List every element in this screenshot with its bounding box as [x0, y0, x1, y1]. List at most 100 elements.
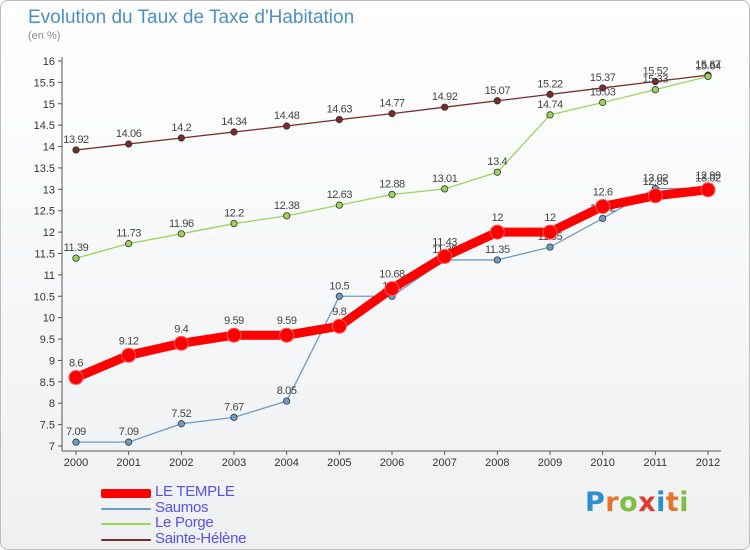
data-label: 14.92 — [432, 91, 458, 103]
data-label: 11.39 — [64, 242, 89, 254]
data-label: 14.48 — [274, 110, 300, 122]
data-point — [651, 86, 659, 94]
data-point — [388, 110, 396, 118]
data-label: 7.09 — [119, 426, 139, 438]
data-point — [230, 219, 238, 228]
logo-letter: i — [679, 487, 690, 518]
data-label: 15.03 — [590, 86, 616, 98]
data-point — [177, 230, 185, 238]
data-point — [72, 254, 80, 262]
data-label: 14.06 — [116, 128, 142, 140]
data-point — [599, 98, 607, 107]
logo-letter: t — [665, 487, 680, 518]
data-point — [388, 190, 396, 199]
y-tick-label: 9 — [49, 355, 55, 367]
data-label: 12.2 — [224, 208, 244, 220]
y-tick-label: 7 — [49, 441, 55, 453]
data-point — [283, 212, 291, 220]
data-point — [493, 97, 501, 105]
data-label: 12.88 — [379, 178, 405, 190]
y-tick-label: 12 — [43, 227, 55, 239]
x-tick-label: 2006 — [380, 457, 404, 469]
data-point — [599, 84, 607, 92]
logo-letter: o — [619, 487, 639, 518]
data-point — [493, 256, 501, 264]
unit-label: (en %) — [28, 30, 61, 42]
logo-letter: r — [605, 487, 620, 518]
data-point — [700, 182, 716, 198]
legend-swatch — [101, 539, 151, 541]
data-label: 9.12 — [119, 335, 139, 347]
data-point — [647, 188, 663, 204]
y-tick-label: 9.5 — [40, 334, 55, 346]
x-tick-label: 2005 — [327, 457, 351, 469]
data-point — [283, 397, 291, 405]
x-tick-label: 2000 — [64, 457, 88, 469]
logo-letter: x — [638, 487, 657, 518]
data-label: 8.05 — [277, 385, 297, 397]
logo-letter: i — [656, 487, 666, 518]
y-tick-label: 8 — [49, 398, 55, 410]
data-label: 9.59 — [277, 315, 297, 327]
data-point — [441, 103, 449, 111]
data-point — [441, 185, 449, 193]
y-tick-label: 11 — [44, 270, 55, 282]
data-label: 15.64 — [695, 60, 721, 72]
x-tick-label: 2004 — [274, 457, 298, 469]
legend-swatch — [101, 489, 151, 498]
x-tick-label: 2003 — [222, 457, 246, 469]
data-point — [72, 146, 80, 154]
y-tick-label: 13.5 — [34, 163, 55, 175]
x-tick-label: 2009 — [538, 457, 562, 469]
data-point — [335, 116, 343, 124]
data-point — [177, 134, 185, 142]
data-label: 7.09 — [66, 426, 86, 438]
y-tick-label: 10 — [43, 313, 55, 325]
data-point — [177, 420, 185, 428]
data-point — [599, 214, 607, 223]
y-tick-label: 12.5 — [34, 206, 55, 218]
data-label: 12.99 — [695, 170, 721, 182]
y-tick-label: 15 — [43, 99, 55, 111]
data-label: 11.35 — [485, 244, 510, 256]
data-point — [542, 224, 558, 240]
y-tick-label: 14.5 — [34, 120, 55, 132]
data-label: 12.85 — [643, 176, 669, 188]
legend-swatch — [101, 508, 151, 510]
x-tick-label: 2008 — [485, 457, 509, 469]
data-label: 12.38 — [274, 200, 300, 212]
data-label: 13.02 — [643, 172, 669, 184]
data-point — [125, 140, 133, 148]
data-point — [230, 128, 238, 136]
data-point — [595, 198, 611, 214]
data-point — [125, 438, 133, 446]
data-label: 9.8 — [332, 306, 346, 318]
data-point — [226, 327, 242, 343]
data-point — [279, 327, 295, 343]
data-label: 15.33 — [643, 74, 669, 86]
legend-label: Le Porge — [155, 514, 214, 531]
data-point — [546, 90, 554, 98]
x-tick-label: 2001 — [116, 457, 140, 469]
y-tick-label: 8.5 — [40, 377, 55, 389]
data-label: 13.02 — [695, 172, 721, 184]
data-label: 7.67 — [224, 401, 244, 413]
data-label: 13.01 — [432, 173, 458, 185]
data-label: 15.07 — [485, 85, 511, 97]
logo-letter: P — [585, 487, 606, 518]
data-point — [384, 281, 400, 297]
data-label: 7.52 — [171, 408, 191, 420]
data-point — [704, 72, 712, 81]
legend-label: LE TEMPLE — [155, 483, 235, 500]
data-point — [230, 413, 238, 421]
data-point — [546, 243, 554, 251]
data-label: 8.6 — [69, 358, 83, 370]
data-label: 15.37 — [590, 72, 616, 84]
data-point — [121, 347, 137, 363]
legend-label: Sainte-Hélène — [155, 530, 247, 547]
data-label: 12 — [492, 212, 504, 224]
x-tick-label: 2012 — [696, 457, 720, 469]
data-point — [125, 240, 133, 248]
y-tick-label: 7.5 — [40, 420, 55, 432]
legend-swatch — [101, 523, 151, 525]
